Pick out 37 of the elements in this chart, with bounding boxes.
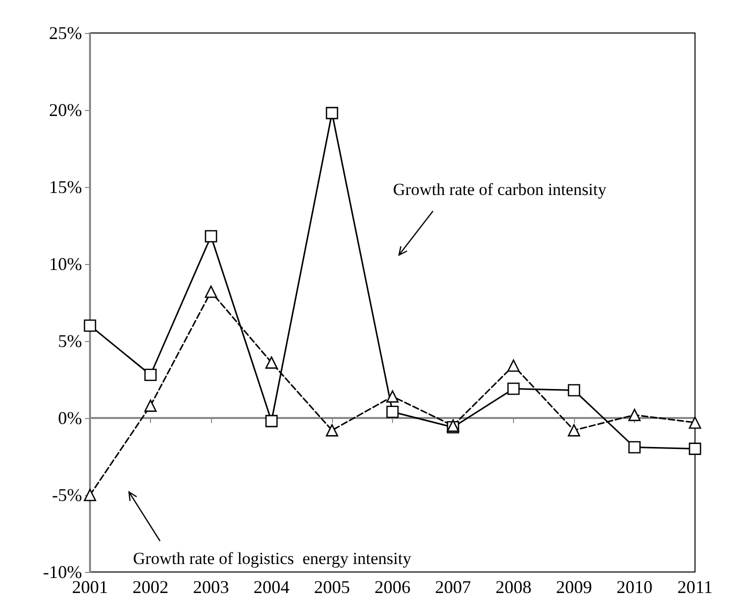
point bbox=[507, 382, 520, 395]
point bbox=[628, 441, 641, 454]
y-tick-label: 0% bbox=[58, 408, 82, 428]
point bbox=[144, 400, 157, 412]
x-tick-label: 2007 bbox=[435, 577, 471, 597]
x-tick-label: 2009 bbox=[556, 577, 592, 597]
point bbox=[204, 286, 218, 298]
point bbox=[688, 416, 702, 429]
point bbox=[628, 408, 641, 422]
point bbox=[144, 368, 157, 382]
y-tick-label: 10% bbox=[49, 254, 82, 274]
y-tick-label: 5% bbox=[58, 331, 82, 351]
y-tick-label: 20% bbox=[49, 100, 82, 120]
x-tick-label: 2002 bbox=[132, 577, 168, 597]
annotation: Growth rate of carbon intensity bbox=[393, 180, 607, 199]
point bbox=[265, 356, 278, 369]
point bbox=[84, 319, 96, 332]
x-tick-label: 2003 bbox=[193, 577, 229, 597]
x-tick-label: 2004 bbox=[254, 577, 290, 597]
point bbox=[568, 424, 580, 436]
point bbox=[386, 390, 399, 403]
x-tick-label: 2006 bbox=[374, 577, 410, 597]
y-tick-label: 25% bbox=[49, 23, 82, 43]
point bbox=[326, 106, 338, 120]
x-tick-label: 2010 bbox=[616, 577, 652, 597]
y-tick-label: -5% bbox=[52, 485, 82, 505]
y-tick-label: 15% bbox=[49, 177, 82, 197]
x-tick-label: 2011 bbox=[677, 577, 713, 597]
x-tick-label: 2008 bbox=[496, 577, 532, 597]
x-tick-label: 2005 bbox=[314, 577, 350, 597]
point bbox=[507, 359, 520, 372]
annotation: Growth rate of logistics energy intensity bbox=[133, 549, 412, 568]
point bbox=[386, 406, 399, 418]
point bbox=[688, 442, 702, 455]
point bbox=[265, 414, 278, 428]
point bbox=[204, 230, 218, 242]
point bbox=[568, 384, 580, 396]
